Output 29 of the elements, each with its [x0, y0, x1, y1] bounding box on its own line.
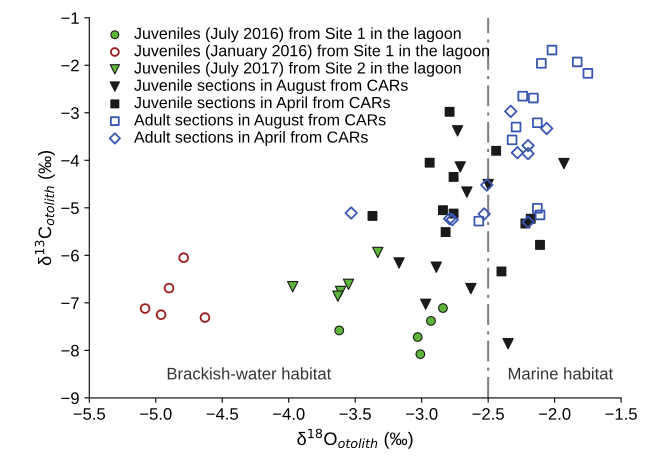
- y-tick-label: −1: [61, 12, 79, 24]
- x-tick-label: −4.5: [206, 408, 238, 420]
- annotation: Brackish-water habitat: [168, 367, 332, 380]
- legend-label: Juveniles (January 2016) from Site 1 in the lagoon: [134, 44, 489, 60]
- y-tick-label: −7: [61, 297, 79, 309]
- y-tick-label: −6: [61, 250, 79, 262]
- legend-label: Juveniles (July 2017) from Site 2 in the lagoon: [134, 62, 461, 77]
- x-tick-label: −2.0: [539, 408, 570, 420]
- x-axis-title: δ$^{18}$O$_{otolith}$ (‰): [297, 428, 413, 449]
- y-tick-label: −3: [61, 107, 79, 119]
- x-tick-label: −2.5: [472, 408, 504, 420]
- legend-label: Juveniles (July 2016) from Site 1 in the lagoon: [134, 27, 461, 42]
- annotation: Marine habitat: [508, 367, 614, 380]
- y-axis-title: δ$^{13}$C$_{otolith}$ (‰): [34, 150, 55, 266]
- x-tick-label: −3.0: [406, 408, 438, 420]
- y-tick-label: −2: [61, 60, 79, 72]
- legend-label: Adult sections in August from CARs: [134, 114, 386, 129]
- legend-label: Adult sections in April from CARs: [134, 131, 368, 146]
- y-tick-label: −9: [61, 392, 79, 404]
- x-tick-label: −4.0: [273, 408, 305, 420]
- y-tick-label: −4: [61, 154, 80, 166]
- x-tick-label: −5.0: [140, 408, 172, 420]
- x-tick-label: −5.5: [74, 408, 106, 420]
- y-tick-label: −8: [61, 344, 79, 357]
- legend-label: Juvenile sections in April from CARs: [134, 96, 390, 112]
- x-tick-label: −3.5: [340, 408, 371, 420]
- y-tick-label: −5: [61, 202, 79, 214]
- legend-label: Juvenile sections in August from CARs: [134, 79, 408, 94]
- x-tick-label: −1.5: [605, 408, 637, 420]
